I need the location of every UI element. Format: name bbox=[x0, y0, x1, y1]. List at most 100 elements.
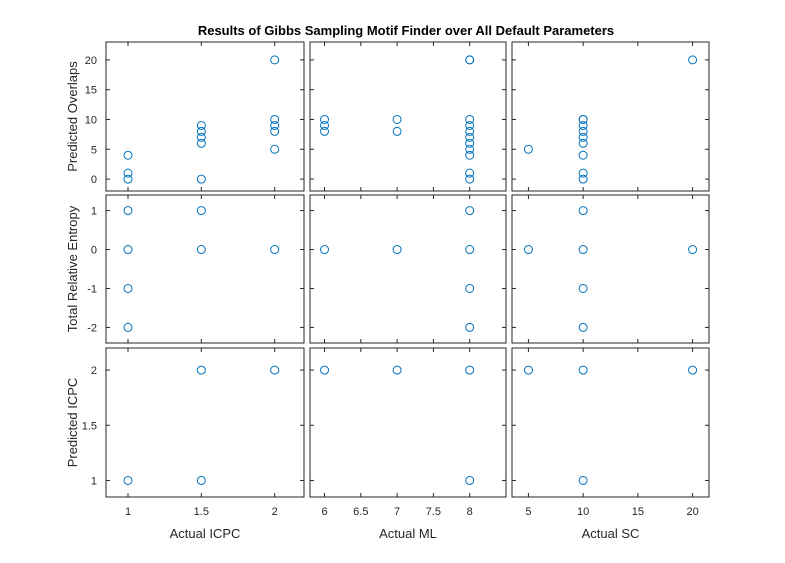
data-point bbox=[578, 283, 588, 293]
data-point bbox=[392, 114, 402, 124]
data-point bbox=[578, 114, 588, 124]
y-tick-label: 5 bbox=[91, 144, 97, 156]
data-point bbox=[578, 365, 588, 375]
data-point bbox=[465, 206, 475, 216]
data-point bbox=[123, 174, 133, 184]
x-tick-label: 8 bbox=[467, 506, 473, 518]
y-tick-label: 1 bbox=[91, 206, 97, 218]
x-tick-label: 2 bbox=[272, 506, 278, 518]
data-point bbox=[465, 144, 475, 154]
panel-r3-c1: 1 1.5 2 Actual ICPC 1 1.5 2 Predicted ICPC bbox=[65, 347, 305, 541]
y-tick-label: 15 bbox=[85, 85, 97, 97]
data-point bbox=[578, 150, 588, 160]
data-point bbox=[465, 245, 475, 255]
data-point bbox=[578, 120, 588, 130]
data-point bbox=[123, 283, 133, 293]
y-tick-label: 0 bbox=[91, 245, 97, 257]
x-axis-label: Actual ICPC bbox=[170, 526, 241, 541]
data-point bbox=[270, 126, 280, 136]
panel-r1-c2 bbox=[309, 41, 507, 192]
panel-r2-c2 bbox=[309, 194, 507, 344]
axes-box bbox=[105, 347, 305, 498]
data-point bbox=[465, 475, 475, 485]
data-point bbox=[320, 126, 330, 136]
y-tick-label: 1 bbox=[91, 475, 97, 487]
data-point bbox=[465, 150, 475, 160]
x-tick-label: 7 bbox=[394, 506, 400, 518]
data-point bbox=[270, 365, 280, 375]
panel-r1-c3 bbox=[511, 41, 710, 192]
x-tick-label: 10 bbox=[577, 506, 589, 518]
data-point bbox=[123, 206, 133, 216]
data-point bbox=[320, 365, 330, 375]
data-point bbox=[465, 322, 475, 332]
data-point bbox=[320, 114, 330, 124]
data-point bbox=[320, 245, 330, 255]
data-point bbox=[320, 120, 330, 130]
panel-r2-c3 bbox=[511, 194, 710, 344]
x-tick-label: 5 bbox=[525, 506, 531, 518]
data-point bbox=[392, 365, 402, 375]
data-point bbox=[270, 55, 280, 65]
data-point bbox=[465, 132, 475, 142]
data-point bbox=[123, 245, 133, 255]
x-tick-label: 6 bbox=[321, 506, 327, 518]
data-point bbox=[196, 138, 206, 148]
y-tick-label: 10 bbox=[85, 114, 97, 126]
data-point bbox=[578, 168, 588, 178]
data-point bbox=[196, 174, 206, 184]
data-point bbox=[196, 365, 206, 375]
axes-box bbox=[105, 41, 305, 192]
axes-box bbox=[105, 194, 305, 344]
data-point bbox=[270, 245, 280, 255]
data-point bbox=[578, 138, 588, 148]
data-point bbox=[578, 475, 588, 485]
chart-title: Results of Gibbs Sampling Motif Finder o… bbox=[198, 23, 614, 38]
x-axis-label: Actual ML bbox=[379, 526, 437, 541]
data-point bbox=[270, 114, 280, 124]
axes-box bbox=[511, 194, 710, 344]
data-point bbox=[196, 126, 206, 136]
x-tick-label: 20 bbox=[686, 506, 698, 518]
data-point bbox=[578, 126, 588, 136]
data-point bbox=[465, 126, 475, 136]
y-axis-label: Predicted Overlaps bbox=[65, 61, 80, 172]
y-axis-label: Total Relative Entropy bbox=[65, 205, 80, 332]
data-point bbox=[392, 245, 402, 255]
data-point bbox=[523, 144, 533, 154]
x-tick-label: 6.5 bbox=[353, 506, 368, 518]
x-tick-label: 7.5 bbox=[426, 506, 441, 518]
axes-box bbox=[309, 347, 507, 498]
data-point bbox=[578, 132, 588, 142]
data-point bbox=[688, 245, 698, 255]
data-point bbox=[123, 475, 133, 485]
y-tick-label: 1.5 bbox=[82, 420, 97, 432]
data-point bbox=[270, 144, 280, 154]
data-point bbox=[578, 322, 588, 332]
y-tick-label: -1 bbox=[87, 283, 97, 295]
data-point bbox=[688, 365, 698, 375]
data-point bbox=[465, 283, 475, 293]
panel-r3-c3: 5 10 15 20 Actual SC bbox=[511, 347, 710, 541]
data-point bbox=[578, 206, 588, 216]
data-point bbox=[196, 120, 206, 130]
data-point bbox=[578, 245, 588, 255]
data-point bbox=[465, 55, 475, 65]
data-point bbox=[270, 120, 280, 130]
x-tick-label: 1 bbox=[125, 506, 131, 518]
data-point bbox=[465, 114, 475, 124]
panel-r3-c2: 6 6.5 7 7.5 8 Actual ML bbox=[309, 347, 507, 541]
data-point bbox=[196, 245, 206, 255]
y-tick-label: -2 bbox=[87, 322, 97, 334]
data-point bbox=[196, 475, 206, 485]
panel-r2-c1: -2 -1 0 1 Total Relative Entropy bbox=[65, 194, 305, 344]
data-point bbox=[196, 132, 206, 142]
y-tick-label: 0 bbox=[91, 174, 97, 186]
axes-box bbox=[511, 41, 710, 192]
data-point bbox=[123, 168, 133, 178]
data-point bbox=[465, 174, 475, 184]
x-tick-label: 1.5 bbox=[194, 506, 209, 518]
data-point bbox=[196, 206, 206, 216]
